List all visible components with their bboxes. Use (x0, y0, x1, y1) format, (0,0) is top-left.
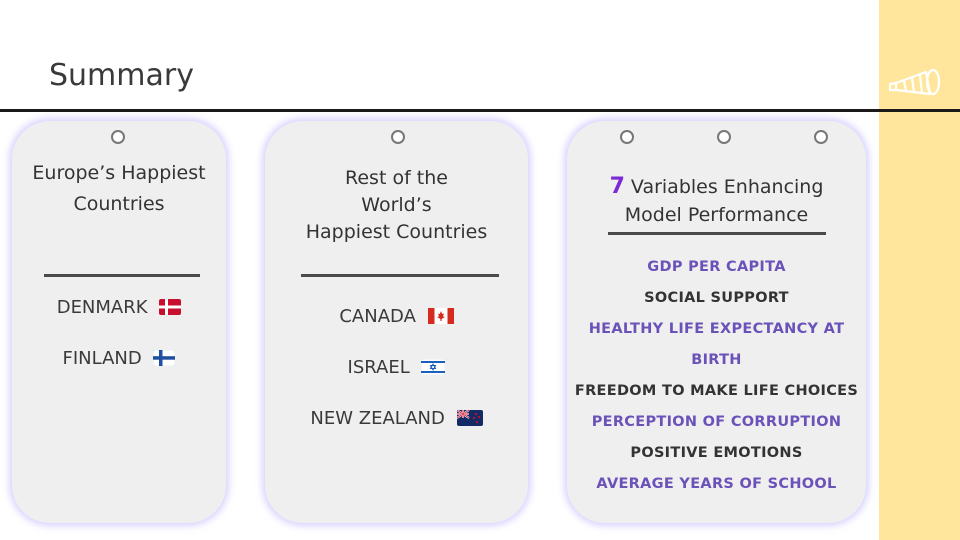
card-hole (111, 130, 125, 144)
heading-line: Countries (73, 193, 165, 215)
country-item: CANADA (265, 305, 528, 329)
card-divider (301, 274, 499, 277)
heading-text: Variables Enhancing (624, 176, 824, 198)
country-name: ISRAEL (347, 357, 410, 378)
country-name: CANADA (339, 306, 416, 327)
variable-item: PERCEPTION OF CORRUPTION (591, 414, 842, 430)
variable-item: SOCIAL SUPPORT (644, 290, 789, 306)
variable-item: POSITIVE EMOTIONS (630, 445, 803, 461)
israel-flag-icon (421, 359, 446, 375)
card-heading: Rest of the World’s Happiest Countries (265, 165, 528, 246)
variable-item: AVERAGE YEARS OF SCHOOL (596, 476, 837, 492)
variable-item: FREEDOM TO MAKE LIFE CHOICES (574, 383, 859, 399)
country-item: ISRAEL (265, 356, 528, 380)
card-hole (391, 130, 405, 144)
denmark-flag-icon (159, 299, 182, 315)
page-title: Summary (49, 58, 194, 93)
variable-item: GDP PER CAPITA (647, 259, 786, 275)
card-hole (814, 130, 828, 144)
card-divider (608, 232, 826, 235)
variable-item: BIRTH (691, 352, 742, 368)
card-heading: Europe’s Happiest Countries (12, 159, 226, 218)
title-divider (0, 109, 960, 112)
card-hole (620, 130, 634, 144)
country-item: FINLAND (12, 347, 226, 371)
country-item: DENMARK (12, 296, 226, 320)
megaphone-icon (888, 68, 941, 96)
card-divider (44, 274, 200, 277)
card-europe: Europe’s Happiest Countries DENMARK FINL… (12, 121, 226, 523)
new-zealand-flag-icon (456, 410, 483, 426)
country-item: NEW ZEALAND (265, 407, 528, 431)
card-rest-of-world: Rest of the World’s Happiest Countries C… (265, 121, 528, 523)
heading-line: Happiest Countries (305, 221, 488, 243)
country-name: NEW ZEALAND (310, 408, 445, 429)
card-heading: 7 Variables Enhancing Model Performance (567, 173, 866, 229)
country-name: FINLAND (62, 348, 142, 369)
finland-flag-icon (153, 350, 176, 366)
heading-line: 7 Variables Enhancing (567, 173, 866, 201)
country-name: DENMARK (56, 297, 148, 318)
heading-line: Model Performance (624, 204, 809, 226)
card-variables: 7 Variables Enhancing Model Performance … (567, 121, 866, 523)
variable-count: 7 (609, 174, 625, 199)
heading-line: World’s (361, 194, 432, 216)
canada-flag-icon (427, 308, 454, 324)
variable-item: HEALTHY LIFE EXPECTANCY AT (588, 321, 845, 337)
card-hole (717, 130, 731, 144)
heading-line: Rest of the (345, 167, 448, 189)
heading-line: Europe’s Happiest (32, 162, 206, 184)
